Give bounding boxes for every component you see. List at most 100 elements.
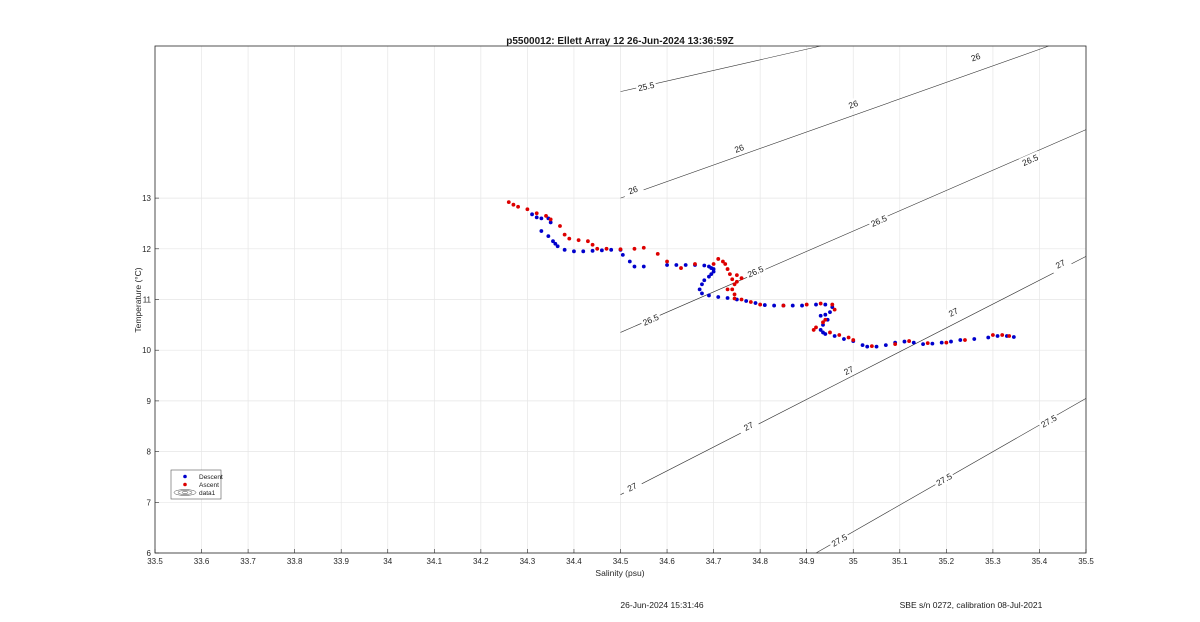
x-tick-label: 35.5 — [1078, 557, 1094, 566]
x-tick-label: 34 — [383, 557, 392, 566]
descent-point — [711, 269, 716, 274]
x-tick-label: 35.3 — [985, 557, 1001, 566]
ascent-point — [991, 333, 995, 337]
descent-point — [744, 299, 749, 303]
descent-point — [753, 301, 758, 305]
descent-point — [632, 264, 637, 269]
descent-point — [702, 278, 707, 283]
y-tick-label: 13 — [142, 194, 151, 203]
ascent-point — [679, 266, 683, 270]
descent-point — [883, 343, 888, 348]
descent-point — [546, 234, 551, 239]
isopycnal-label: 27 — [842, 364, 855, 377]
ascent-point — [963, 338, 967, 342]
descent-point — [641, 264, 646, 269]
descent-point — [620, 252, 625, 257]
ascent-point — [846, 335, 851, 340]
descent-point — [800, 303, 804, 308]
ascent-point — [732, 296, 737, 301]
descent-point — [697, 287, 702, 292]
ascent-point — [818, 301, 823, 306]
descent-point — [674, 263, 679, 267]
x-tick-label: 33.9 — [333, 557, 349, 566]
descent-point — [823, 312, 828, 317]
legend-descent-label: Descent — [199, 474, 223, 481]
descent-point — [553, 241, 558, 246]
ascent-point — [804, 302, 809, 307]
footer-timestamp: 26-Jun-2024 15:31:46 — [620, 600, 703, 610]
descent-point — [683, 263, 688, 267]
x-tick-label: 34.6 — [659, 557, 675, 566]
isopycnal-label: 25.5 — [637, 80, 656, 93]
ascent-point — [748, 300, 753, 304]
descent-point — [995, 334, 1000, 338]
descent-point — [609, 247, 614, 252]
descent-point — [700, 291, 704, 296]
descent-point — [949, 339, 953, 344]
isopycnal-label: 27 — [742, 420, 755, 433]
ascent-point — [893, 342, 898, 347]
y-tick-label: 7 — [147, 498, 152, 507]
y-tick-label: 11 — [143, 296, 152, 305]
descent-point — [911, 340, 916, 345]
descent-point — [874, 344, 879, 349]
ascent-point — [534, 211, 539, 216]
ascent-point — [732, 282, 737, 287]
ascent-point — [641, 245, 646, 250]
y-axis-ticks: 6 7 8 9 10 11 12 13 — [142, 194, 159, 558]
descent-point — [725, 296, 730, 300]
ascent-point — [618, 247, 623, 252]
descent-point — [555, 244, 560, 249]
descent-point — [832, 334, 837, 338]
x-tick-label: 35 — [849, 557, 858, 566]
ascent-point — [567, 236, 572, 241]
ascent-point — [907, 339, 912, 343]
ascent-point — [655, 251, 660, 256]
descent-point — [762, 303, 767, 307]
legend-contour-icon — [173, 489, 197, 496]
ascent-point — [595, 246, 600, 251]
ascent-point — [925, 341, 930, 346]
descent-point — [972, 337, 977, 341]
descent-point — [790, 303, 795, 308]
isopycnal-line — [620, 256, 1087, 495]
descent-point — [707, 293, 711, 298]
descent-point — [814, 302, 818, 307]
x-tick-label: 34.7 — [706, 557, 722, 566]
ascent-point — [711, 262, 716, 266]
descent-point — [902, 339, 907, 344]
descent-point — [828, 310, 832, 315]
ascent-point — [823, 317, 828, 322]
ascent-point — [576, 238, 581, 243]
x-tick-label: 34.1 — [427, 557, 443, 566]
isopycnal-label: 27 — [1054, 257, 1067, 270]
ascent-point — [869, 344, 874, 349]
descent-point — [986, 335, 991, 340]
ascent-point — [739, 276, 744, 281]
ascent-point — [734, 273, 739, 278]
x-tick-label: 34.8 — [752, 557, 768, 566]
x-tick-label: 33.7 — [240, 557, 256, 566]
legend-ascent-label: Ascent — [199, 482, 219, 489]
legend-descent-marker — [183, 474, 187, 479]
chart-title: p5500012: Ellett Array 12 26-Jun-2024 13… — [506, 36, 734, 47]
isopycnal-line — [620, 45, 1049, 199]
ascent-point — [604, 246, 609, 251]
x-tick-label: 34.4 — [566, 557, 582, 566]
ascent-point — [1000, 333, 1005, 337]
descent-point — [939, 340, 944, 345]
ascent-point — [781, 303, 786, 308]
isopycnal-label: 26 — [847, 98, 860, 111]
isopycnal-label: 26 — [627, 184, 640, 197]
ascent-point — [590, 242, 595, 247]
ascent-point — [830, 302, 835, 307]
ascent-point — [821, 320, 825, 325]
descent-point — [716, 295, 721, 299]
ascent-point — [851, 338, 856, 342]
descent-point — [572, 249, 576, 254]
ascent-point — [727, 272, 732, 277]
ascent-point — [558, 224, 562, 228]
ascent-point — [511, 202, 516, 207]
ascent-point — [734, 279, 739, 284]
